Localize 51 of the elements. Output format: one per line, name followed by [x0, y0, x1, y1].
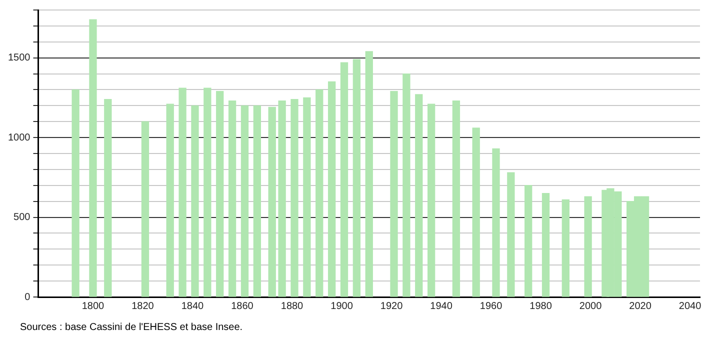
- bar: [268, 106, 276, 297]
- bar: [452, 100, 460, 297]
- bar: [365, 51, 373, 297]
- bar: [216, 90, 224, 297]
- bar: [472, 128, 480, 297]
- x-tick-label: 1980: [530, 300, 552, 312]
- x-tick-label: 1860: [231, 300, 254, 312]
- bar: [328, 81, 336, 297]
- bar: [191, 105, 199, 297]
- bar: [240, 105, 249, 297]
- bar: [166, 104, 174, 297]
- source-note: Sources : base Cassini de l'EHESS et base Insee.: [20, 322, 243, 333]
- bar: [584, 196, 592, 297]
- y-tick-label: 500: [14, 212, 31, 224]
- x-tick-label: 1900: [330, 300, 354, 312]
- bar: [72, 89, 80, 297]
- x-tick-label: 1940: [430, 300, 453, 312]
- bar: [104, 98, 112, 297]
- bar: [542, 193, 550, 297]
- bar: [352, 59, 361, 297]
- bar: [492, 148, 500, 297]
- bar: [253, 105, 261, 297]
- y-tick-label: 1500: [8, 52, 31, 64]
- x-tick-label: 2020: [629, 300, 652, 312]
- bar: [402, 73, 410, 297]
- bar: [204, 88, 212, 297]
- x-tick-label: 1800: [82, 300, 105, 312]
- bar: [524, 185, 532, 297]
- bar: [340, 62, 348, 297]
- bar: [278, 100, 286, 297]
- x-tick-label: 1960: [480, 300, 503, 312]
- x-tick-label: 1840: [181, 300, 204, 312]
- bar: [415, 94, 423, 297]
- bar: [390, 90, 398, 297]
- x-tick-label: 1880: [280, 300, 304, 312]
- x-tick-label: 1820: [132, 300, 154, 312]
- bar: [290, 98, 298, 297]
- bar: [178, 88, 186, 297]
- bar: [228, 100, 236, 297]
- bar: [427, 104, 436, 297]
- y-tick-label: 1000: [8, 132, 31, 144]
- y-tick-label: 0: [24, 292, 31, 303]
- bar: [316, 89, 324, 297]
- bar: [89, 19, 97, 297]
- x-tick-label: 2000: [579, 300, 602, 312]
- x-tick-label: 1920: [380, 300, 404, 312]
- bar: [507, 172, 515, 297]
- bar: [562, 199, 570, 297]
- x-tick-label: 2040: [678, 300, 702, 312]
- bar: [141, 121, 150, 297]
- bar: [303, 97, 311, 297]
